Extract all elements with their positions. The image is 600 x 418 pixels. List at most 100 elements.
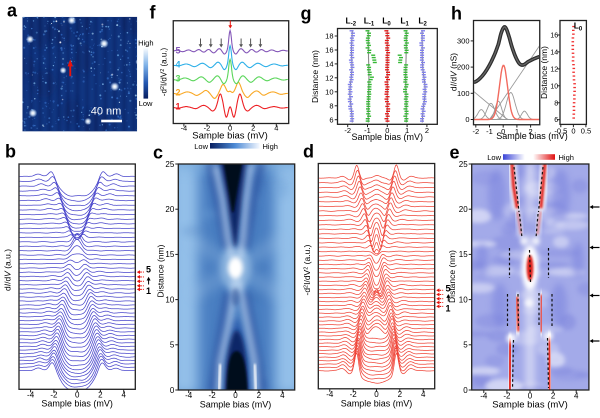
svg-text:-d2I/dV2 (a.u.): -d2I/dV2 (a.u.) xyxy=(160,47,169,96)
svg-text:-1: -1 xyxy=(364,126,371,135)
svg-text:High: High xyxy=(559,153,574,162)
svg-text:2: 2 xyxy=(98,391,103,400)
svg-text:L-1: L-1 xyxy=(364,16,375,28)
svg-text:4: 4 xyxy=(176,60,181,70)
svg-text:8: 8 xyxy=(554,100,558,107)
svg-text:Sample bias (mV): Sample bias (mV) xyxy=(200,400,272,410)
svg-text:High: High xyxy=(138,39,153,48)
svg-text:Low: Low xyxy=(487,153,501,162)
svg-text:4: 4 xyxy=(280,391,285,400)
svg-text:12: 12 xyxy=(550,66,558,73)
svg-text:L0: L0 xyxy=(574,21,583,33)
svg-text:0.5: 0.5 xyxy=(581,127,591,136)
svg-text:Sample bias (mV): Sample bias (mV) xyxy=(496,131,568,141)
svg-text:-4: -4 xyxy=(181,124,188,133)
svg-text:-2: -2 xyxy=(503,391,511,400)
svg-text:a: a xyxy=(7,1,18,21)
svg-text:4: 4 xyxy=(421,390,426,399)
svg-text:Distance (nm): Distance (nm) xyxy=(539,46,549,99)
svg-text:-4: -4 xyxy=(27,391,35,400)
svg-text:18: 18 xyxy=(325,32,333,41)
svg-text:15: 15 xyxy=(459,250,468,259)
svg-text:Distance (nm): Distance (nm) xyxy=(156,244,166,297)
svg-text:L0: L0 xyxy=(382,16,391,28)
svg-text:d: d xyxy=(303,142,314,162)
svg-text:0: 0 xyxy=(374,390,379,399)
svg-text:1: 1 xyxy=(176,102,181,112)
svg-text:6: 6 xyxy=(554,117,558,124)
svg-text:2: 2 xyxy=(251,124,255,133)
svg-text:5: 5 xyxy=(463,341,468,350)
svg-text:Sample bias (mV): Sample bias (mV) xyxy=(352,132,424,142)
svg-text:4: 4 xyxy=(121,391,126,400)
svg-text:5: 5 xyxy=(146,265,151,275)
svg-text:e: e xyxy=(450,143,460,163)
svg-text:200: 200 xyxy=(457,63,470,72)
svg-text:Sample bias (mV): Sample bias (mV) xyxy=(41,399,113,409)
svg-text:10: 10 xyxy=(550,83,558,90)
svg-text:14: 14 xyxy=(325,60,333,69)
svg-text:0: 0 xyxy=(528,391,533,400)
svg-text:0: 0 xyxy=(463,386,468,395)
svg-text:L2: L2 xyxy=(418,16,427,28)
svg-text:20: 20 xyxy=(165,205,174,214)
svg-text:25: 25 xyxy=(165,160,174,169)
svg-text:L-2: L-2 xyxy=(346,16,357,28)
svg-text:Sample bias (mV): Sample bias (mV) xyxy=(492,400,568,411)
svg-text:0: 0 xyxy=(228,124,232,133)
svg-text:0: 0 xyxy=(465,115,469,124)
svg-text:0: 0 xyxy=(170,386,175,395)
svg-text:-4: -4 xyxy=(185,391,193,400)
svg-text:-1: -1 xyxy=(486,127,493,136)
svg-text:-4: -4 xyxy=(480,391,488,400)
svg-text:-2: -2 xyxy=(50,391,58,400)
svg-text:10: 10 xyxy=(325,87,333,96)
svg-text:b: b xyxy=(5,142,16,162)
svg-text:-4: -4 xyxy=(326,390,334,399)
svg-text:h: h xyxy=(451,4,462,24)
svg-text:-2: -2 xyxy=(472,127,479,136)
svg-text:14: 14 xyxy=(550,49,558,56)
svg-text:10: 10 xyxy=(459,295,468,304)
svg-text:g: g xyxy=(301,4,312,24)
svg-text:4: 4 xyxy=(274,124,278,133)
svg-text:Low: Low xyxy=(139,99,153,108)
svg-text:16: 16 xyxy=(325,46,333,55)
svg-text:High: High xyxy=(263,142,278,151)
svg-text:Distance (nm): Distance (nm) xyxy=(310,50,320,103)
svg-text:12: 12 xyxy=(325,73,333,82)
svg-text:1: 1 xyxy=(405,126,409,135)
svg-text:-2: -2 xyxy=(209,391,217,400)
svg-text:20: 20 xyxy=(459,205,468,214)
svg-text:6: 6 xyxy=(329,115,333,124)
svg-text:5: 5 xyxy=(176,46,181,56)
svg-text:300: 300 xyxy=(457,37,470,46)
svg-text:100: 100 xyxy=(457,89,470,98)
svg-text:2: 2 xyxy=(551,391,556,400)
svg-text:dI/dV (a.u.): dI/dV (a.u.) xyxy=(3,249,13,291)
svg-text:1: 1 xyxy=(146,286,151,296)
svg-text:Distance (nm): Distance (nm) xyxy=(447,250,457,303)
svg-text:8: 8 xyxy=(329,101,333,110)
svg-text:2: 2 xyxy=(176,88,181,98)
svg-text:0: 0 xyxy=(501,127,505,136)
svg-text:25: 25 xyxy=(459,160,468,169)
svg-text:15: 15 xyxy=(165,250,174,259)
svg-text:f: f xyxy=(150,3,157,23)
svg-text:2: 2 xyxy=(425,126,429,135)
svg-text:-d2I/dV2 (a.u.): -d2I/dV2 (a.u.) xyxy=(302,244,312,295)
svg-text:0: 0 xyxy=(75,391,80,400)
svg-text:40 nm: 40 nm xyxy=(91,105,122,117)
svg-text:4: 4 xyxy=(574,391,579,400)
svg-text:c: c xyxy=(153,143,163,163)
svg-text:5: 5 xyxy=(446,284,451,294)
svg-text:-2: -2 xyxy=(344,126,351,135)
svg-text:3: 3 xyxy=(176,74,181,84)
svg-text:2: 2 xyxy=(257,391,262,400)
svg-text:0: 0 xyxy=(385,126,389,135)
svg-text:2: 2 xyxy=(398,390,403,399)
svg-text:5: 5 xyxy=(170,341,175,350)
svg-text:-0.5: -0.5 xyxy=(554,127,567,136)
svg-text:Sample bias (mV): Sample bias (mV) xyxy=(341,399,413,409)
svg-text:2: 2 xyxy=(529,127,533,136)
